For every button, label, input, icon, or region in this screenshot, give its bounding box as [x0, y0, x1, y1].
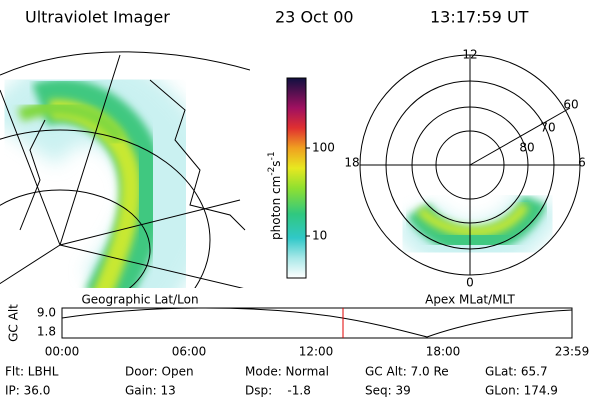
mlt-label: 0	[466, 276, 474, 290]
title: Ultraviolet Imager	[25, 8, 170, 27]
polar-label: Apex MLat/MLT	[425, 293, 515, 307]
status-field: Door: Open	[125, 365, 194, 379]
timeline-xtick: 18:00	[426, 345, 461, 359]
mlat-label: 80	[519, 141, 534, 155]
timeline-xtick: 00:00	[45, 345, 80, 359]
timeline-ytick: 9.0	[37, 306, 56, 320]
altitude-curve	[61, 307, 573, 338]
colorbar	[286, 77, 307, 279]
colorbar-tick: 10	[312, 229, 327, 243]
colorbar-label: photon cm-2s-1	[267, 151, 283, 240]
status-field: Flt: LBHL	[5, 365, 59, 379]
status-field: IP: 36.0	[5, 384, 50, 398]
exponent: -1	[267, 151, 277, 160]
mlat-label: 70	[540, 121, 555, 135]
time: 13:17:59 UT	[430, 8, 529, 27]
status-field: GLon: 174.9	[485, 384, 558, 398]
status-field: Dsp: -1.8	[245, 384, 311, 398]
timeline-xtick: 06:00	[172, 345, 207, 359]
timeline-ytick: 1.8	[37, 325, 56, 339]
map-label: Geographic Lat/Lon	[81, 293, 198, 307]
polar-grid	[359, 54, 581, 276]
status-field: Gain: 13	[125, 384, 176, 398]
geographic-image	[0, 51, 250, 288]
exponent: -2	[267, 167, 277, 176]
polar-image	[392, 189, 564, 273]
colorbar-tick: 100	[312, 141, 335, 155]
timeline-xtick: 23:59	[555, 345, 590, 359]
unit: photon cm	[269, 176, 283, 240]
status-field: Seq: 39	[365, 384, 411, 398]
mlt-label: 12	[462, 48, 477, 62]
unit: s	[269, 160, 283, 166]
timeline-ylabel: GC Alt	[7, 304, 21, 342]
mlt-label: 6	[578, 156, 586, 170]
timeline-xtick: 12:00	[299, 345, 334, 359]
status-field: GLat: 65.7	[485, 365, 548, 379]
date: 23 Oct 00	[275, 8, 354, 27]
mlat-label: 60	[563, 98, 578, 112]
mlt-label: 18	[344, 156, 359, 170]
timeline-frame	[61, 307, 573, 339]
status-field: GC Alt: 7.0 Re	[365, 365, 449, 379]
status-field: Mode: Normal	[245, 365, 329, 379]
footer: Flt: LBHL Door: Open Mode: Normal GC Alt: 7…	[5, 365, 558, 398]
